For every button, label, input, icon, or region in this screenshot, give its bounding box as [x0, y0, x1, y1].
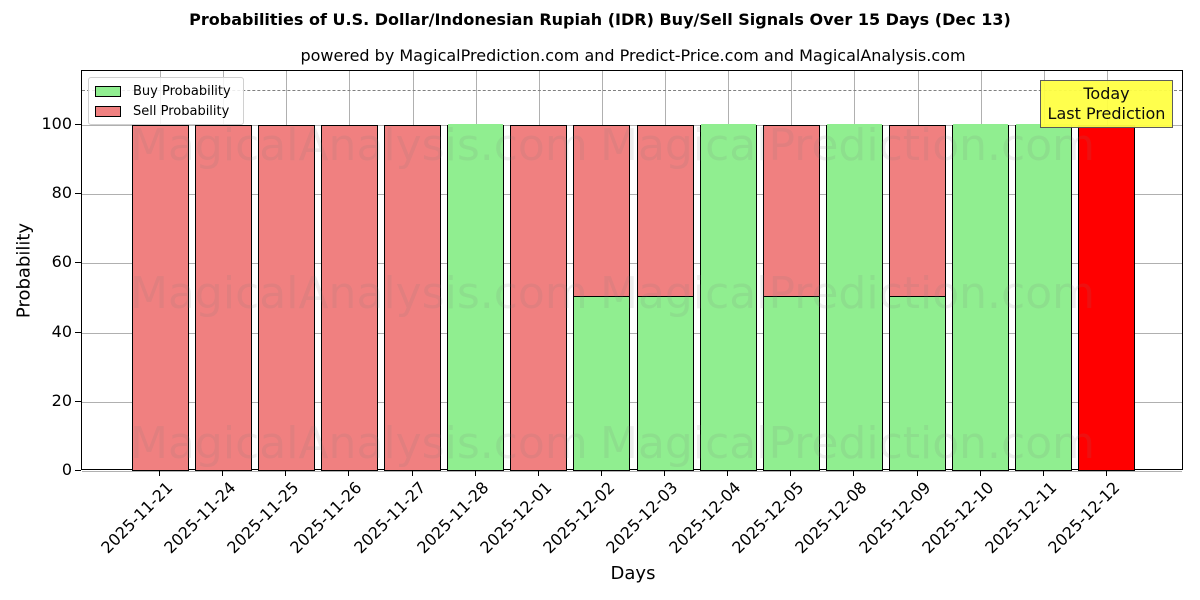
bar-2025-12-01 — [510, 125, 568, 471]
bar-segment-buy — [637, 297, 693, 470]
legend-item-sell: Sell Probability — [95, 102, 229, 120]
plot-area — [81, 70, 1183, 472]
x-tick — [1105, 470, 1107, 476]
bar-segment-buy — [448, 124, 504, 470]
x-tick — [537, 470, 539, 476]
bar-today — [1078, 125, 1136, 471]
bar-2025-12-02 — [573, 125, 631, 471]
x-tick — [600, 470, 602, 476]
grid-line-horizontal — [82, 263, 1182, 265]
bar-2025-12-03 — [636, 125, 694, 471]
bar-segment-sell — [132, 126, 188, 470]
today-annotation: Today Last Prediction — [1040, 80, 1173, 128]
x-tick — [727, 470, 729, 476]
legend: Buy Probability Sell Probability — [88, 77, 244, 125]
y-tick — [75, 470, 81, 471]
bar-segment-sell — [511, 126, 567, 470]
bar-2025-12-04 — [699, 124, 757, 471]
x-tick — [979, 470, 981, 476]
bar-segment-buy — [574, 297, 630, 470]
y-tick — [75, 193, 81, 195]
grid-line-horizontal — [82, 194, 1182, 196]
legend-item-buy: Buy Probability — [95, 82, 231, 100]
bar-segment-sell — [195, 126, 251, 470]
bar-segment-sell — [258, 126, 314, 470]
bar-2025-11-21 — [131, 125, 189, 471]
x-tick — [285, 470, 287, 476]
y-tick-label: 20 — [51, 390, 72, 410]
bar-segment-sell — [890, 126, 946, 297]
x-tick — [916, 470, 918, 476]
bar-2025-11-26 — [320, 125, 378, 471]
bar-2025-12-08 — [825, 124, 883, 471]
y-tick — [75, 400, 81, 402]
legend-label-sell: Sell Probability — [133, 103, 230, 119]
y-tick — [75, 331, 81, 333]
x-tick — [664, 470, 666, 476]
bar-2025-11-28 — [447, 124, 505, 471]
legend-label-buy: Buy Probability — [133, 83, 231, 99]
x-tick — [222, 470, 224, 476]
bar-segment-sell — [321, 126, 377, 470]
bar-2025-11-27 — [384, 125, 442, 471]
x-tick — [790, 470, 792, 476]
x-tick — [159, 470, 160, 476]
y-tick-label: 80 — [51, 183, 72, 203]
grid-line-horizontal — [82, 332, 1182, 334]
x-tick — [853, 470, 855, 476]
reference-line — [82, 90, 1182, 92]
bar-segment-buy — [763, 297, 819, 470]
bar-segment-buy — [890, 297, 946, 470]
y-tick-label: 0 — [61, 460, 72, 479]
chart-subtitle: powered by MagicalPrediction.com and Pre… — [300, 46, 966, 65]
annotation-line-2: Last Prediction — [1047, 104, 1166, 123]
bar-segment-buy — [700, 124, 756, 470]
bar-segment-sell — [385, 126, 441, 470]
bar-segment-sell — [574, 126, 630, 297]
bar-segment-buy — [826, 124, 882, 470]
bar-2025-11-25 — [257, 125, 315, 471]
legend-swatch-buy — [95, 85, 121, 97]
x-tick — [1042, 470, 1044, 476]
bar-2025-12-10 — [952, 124, 1010, 471]
bar-segment-sell — [637, 126, 693, 297]
bar-segment-buy — [953, 124, 1009, 470]
x-tick — [348, 470, 350, 476]
bar-segment-sell — [763, 126, 819, 297]
bar-2025-11-24 — [194, 125, 252, 471]
bar-segment-buy — [1016, 124, 1072, 470]
y-tick-label: 60 — [51, 252, 72, 272]
y-tick-label: 40 — [51, 321, 72, 341]
y-tick — [75, 124, 81, 125]
y-tick-label: 100 — [41, 114, 72, 133]
legend-swatch-sell — [95, 105, 121, 117]
bar-2025-12-09 — [889, 125, 947, 471]
grid-line-horizontal — [82, 125, 1182, 126]
x-tick — [474, 470, 476, 476]
bar-2025-12-05 — [762, 125, 820, 471]
annotation-line-1: Today — [1083, 84, 1130, 103]
chart-title: Probabilities of U.S. Dollar/Indonesian … — [189, 10, 1011, 29]
grid-line-horizontal — [82, 471, 1182, 472]
y-tick — [75, 262, 81, 264]
grid-line-horizontal — [82, 401, 1182, 403]
bar-2025-12-11 — [1015, 124, 1073, 471]
x-axis-title: Days — [610, 563, 656, 584]
x-tick — [411, 470, 413, 476]
